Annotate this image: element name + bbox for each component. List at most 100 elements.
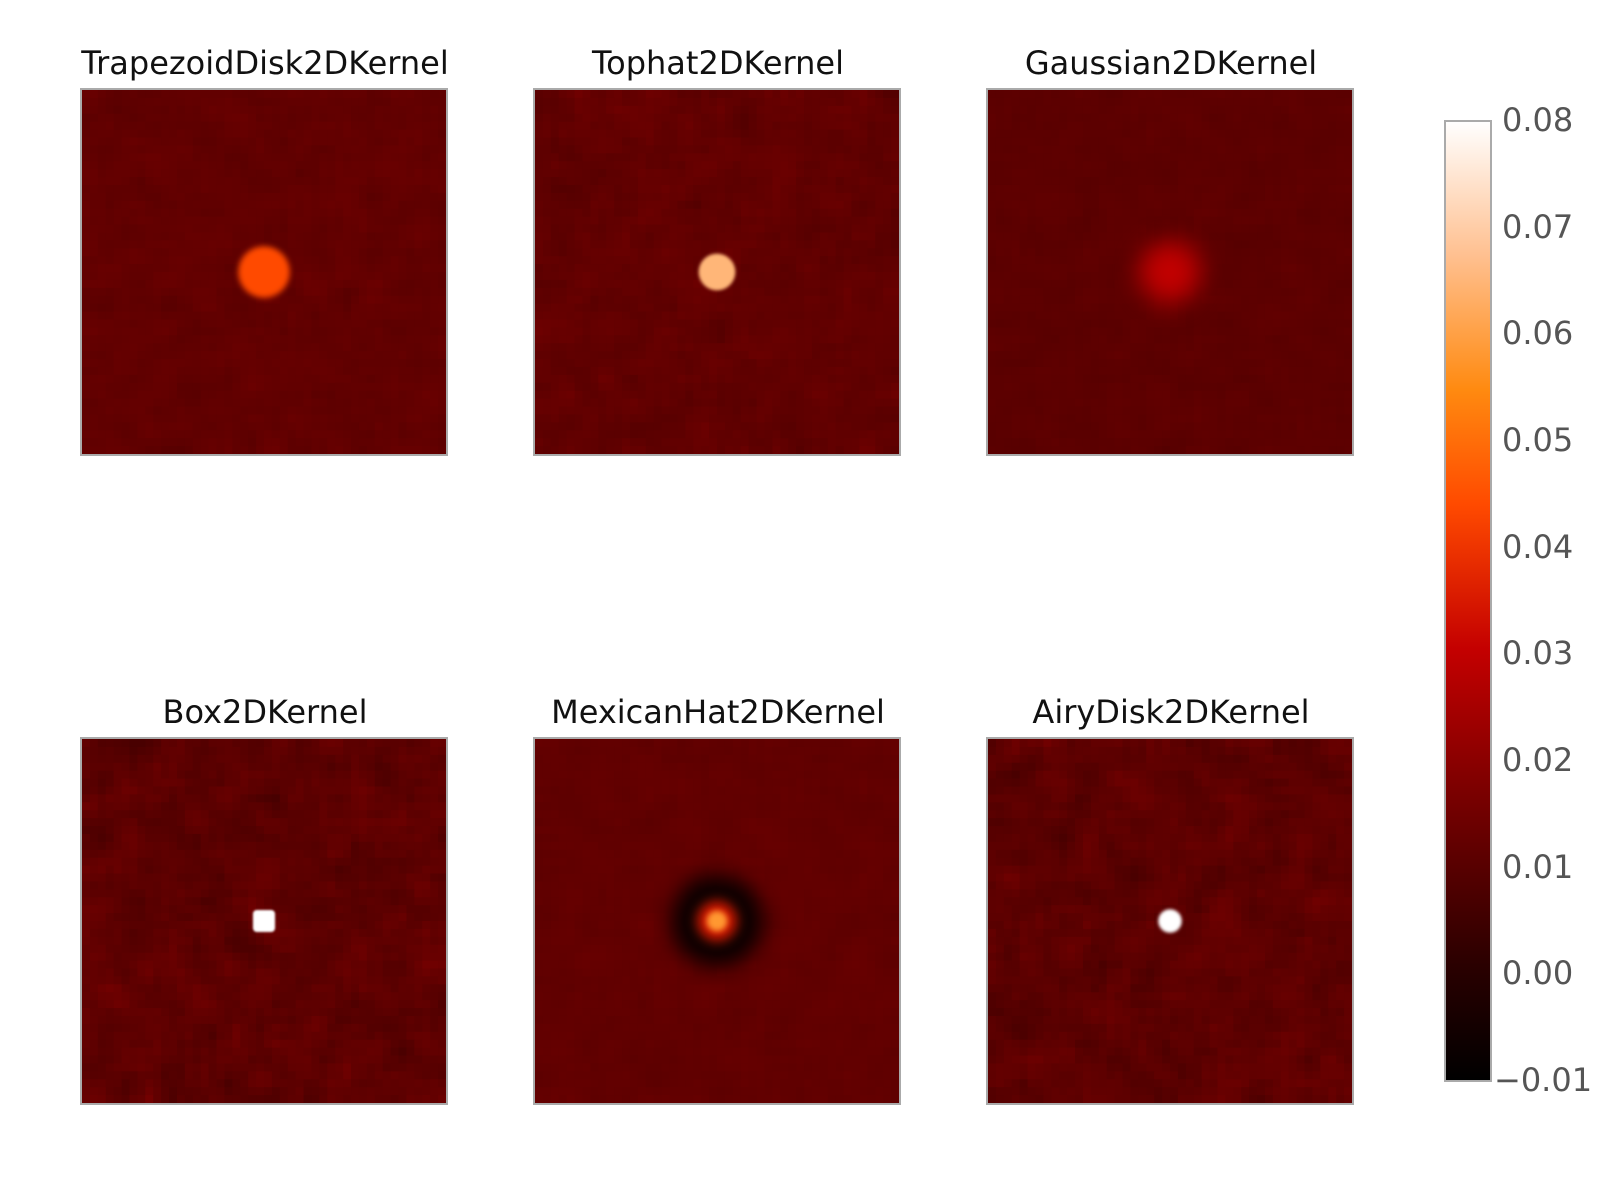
heatmap-cell: [264, 240, 273, 249]
heatmap-cell: [1114, 161, 1124, 170]
heatmap-cell: [1280, 97, 1290, 107]
heatmap-cell: [1090, 137, 1100, 146]
heatmap-cell: [105, 359, 115, 368]
heatmap-cell: [582, 272, 591, 281]
heatmap-cell: [82, 105, 91, 115]
heatmap-cell: [303, 343, 313, 352]
heatmap-cell: [835, 216, 845, 226]
heatmap-cell: [835, 145, 845, 154]
heatmap-cell: [796, 295, 805, 305]
heatmap-cell: [82, 208, 91, 218]
heatmap-cell: [105, 343, 115, 352]
heatmap-cell: [748, 184, 758, 194]
heatmap-cell: [295, 311, 305, 321]
heatmap-cell: [606, 390, 615, 400]
heatmap-cell: [264, 422, 273, 431]
heatmap-cell: [414, 169, 423, 178]
heatmap-cell: [819, 200, 829, 210]
heatmap-cell: [169, 279, 178, 289]
heatmap-cell: [137, 406, 146, 416]
heatmap-cell: [756, 200, 766, 210]
heatmap-cell: [542, 184, 552, 194]
heatmap-cell: [748, 264, 758, 273]
heatmap-cell: [780, 422, 789, 431]
heatmap-cell: [1288, 169, 1298, 178]
heatmap-cell: [598, 153, 607, 162]
heatmap-cell: [1328, 113, 1337, 123]
heatmap-cell: [208, 153, 218, 162]
heatmap-cell: [351, 287, 360, 297]
heatmap-cell: [192, 303, 202, 313]
heatmap-cell: [438, 90, 447, 99]
heatmap-cell: [811, 366, 821, 376]
heatmap-cell: [819, 319, 829, 328]
heatmap-cell: [693, 295, 702, 305]
heatmap-cell: [279, 343, 289, 352]
heatmap-cell: [374, 446, 384, 455]
heatmap-cell: [327, 359, 336, 368]
heatmap-cell: [598, 264, 607, 273]
heatmap-cell: [1344, 137, 1353, 146]
heatmap-cell: [535, 430, 544, 439]
heatmap-cell: [629, 113, 639, 123]
heatmap-cell: [740, 438, 750, 447]
heatmap-cell: [232, 343, 241, 352]
heatmap-cell: [137, 153, 146, 162]
heatmap-cell: [1106, 184, 1116, 194]
heatmap-cell: [1051, 90, 1060, 99]
heatmap-cell: [614, 272, 623, 281]
heatmap-cell: [113, 374, 123, 384]
heatmap-cell: [1098, 129, 1108, 139]
heatmap-cell: [851, 398, 861, 408]
heatmap-cell: [224, 161, 233, 170]
heatmap-cell: [1217, 90, 1226, 99]
heatmap-cell: [1075, 192, 1084, 202]
heatmap-cell: [637, 398, 647, 408]
heatmap-cell: [732, 351, 742, 360]
heatmap-cell: [1304, 192, 1314, 202]
heatmap-cell: [335, 335, 344, 344]
heatmap-cell: [248, 184, 257, 194]
heatmap-cell: [819, 161, 829, 170]
heatmap-cell: [271, 343, 281, 352]
heatmap-cell: [82, 169, 91, 178]
heatmap-cell: [271, 129, 281, 139]
heatmap-cell: [614, 97, 623, 107]
heatmap-cell: [422, 335, 431, 344]
heatmap-cell: [295, 161, 305, 170]
heatmap-cell: [550, 113, 560, 123]
heatmap-cell: [121, 382, 131, 392]
heatmap-cell: [796, 303, 805, 313]
heatmap-cell: [590, 145, 599, 154]
heatmap-cell: [724, 422, 734, 431]
heatmap-cell: [851, 113, 861, 123]
heatmap-cell: [772, 97, 781, 107]
heatmap-cell: [176, 129, 186, 139]
heatmap-cell: [891, 184, 900, 194]
heatmap-cell: [121, 295, 131, 305]
heatmap-cell: [1098, 208, 1108, 218]
heatmap-cell: [97, 256, 107, 265]
heatmap-cell: [390, 390, 400, 400]
heatmap-cell: [366, 359, 376, 368]
heatmap-cell: [1185, 145, 1195, 154]
heatmap-cell: [590, 359, 599, 368]
heatmap-cell: [153, 272, 162, 281]
heatmap-cell: [629, 359, 639, 368]
heatmap-cell: [669, 438, 679, 447]
heatmap-cell: [240, 232, 249, 241]
heatmap-cell: [240, 446, 249, 455]
heatmap-cell: [169, 446, 178, 455]
heatmap-cell: [208, 184, 218, 194]
heatmap-cell: [327, 169, 336, 178]
heatmap-cell: [1201, 121, 1211, 131]
heatmap-cell: [153, 287, 162, 297]
heatmap-cell: [414, 303, 423, 313]
heatmap-cell: [248, 137, 257, 146]
heatmap-cell: [200, 105, 210, 115]
heatmap-cell: [1280, 137, 1290, 146]
heatmap-cell: [113, 208, 123, 218]
heatmap-cell: [358, 422, 368, 431]
heatmap-cell: [772, 390, 781, 400]
heatmap-cell: [414, 153, 423, 162]
